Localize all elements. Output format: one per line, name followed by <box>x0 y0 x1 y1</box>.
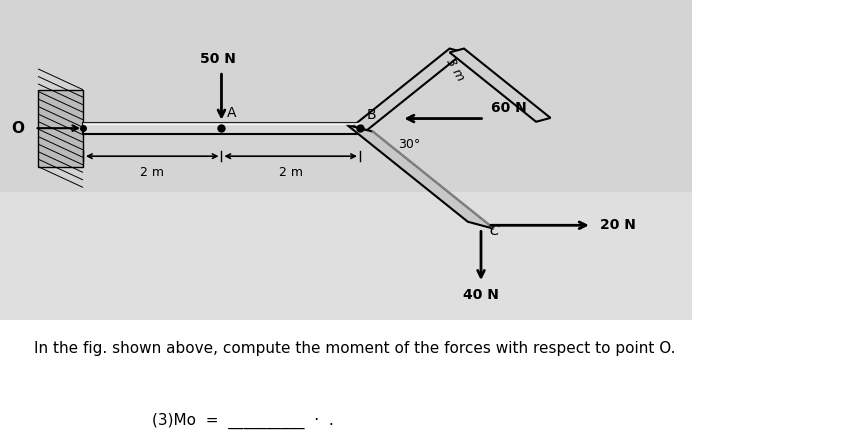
Text: 60 N: 60 N <box>491 101 528 115</box>
Text: 30°: 30° <box>398 138 420 151</box>
Text: 2 m: 2 m <box>140 166 165 179</box>
Polygon shape <box>450 49 550 122</box>
Text: O: O <box>11 121 24 136</box>
Polygon shape <box>347 125 495 229</box>
Polygon shape <box>353 49 464 130</box>
Text: 2 m: 2 m <box>279 166 303 179</box>
FancyBboxPatch shape <box>38 90 83 166</box>
Text: 20 N: 20 N <box>600 218 636 232</box>
Text: (3)Mo  =  __________  ·  .: (3)Mo = __________ · . <box>152 413 333 429</box>
Text: 3 m: 3 m <box>443 56 466 83</box>
Text: 50 N: 50 N <box>200 53 236 66</box>
Text: C: C <box>490 224 499 238</box>
Text: In the fig. shown above, compute the moment of the forces with respect to point : In the fig. shown above, compute the mom… <box>34 341 675 356</box>
Text: A: A <box>227 106 236 120</box>
Polygon shape <box>83 122 360 134</box>
FancyBboxPatch shape <box>0 192 692 320</box>
FancyBboxPatch shape <box>0 0 692 320</box>
Text: 40 N: 40 N <box>463 288 499 302</box>
Text: B: B <box>367 108 376 122</box>
